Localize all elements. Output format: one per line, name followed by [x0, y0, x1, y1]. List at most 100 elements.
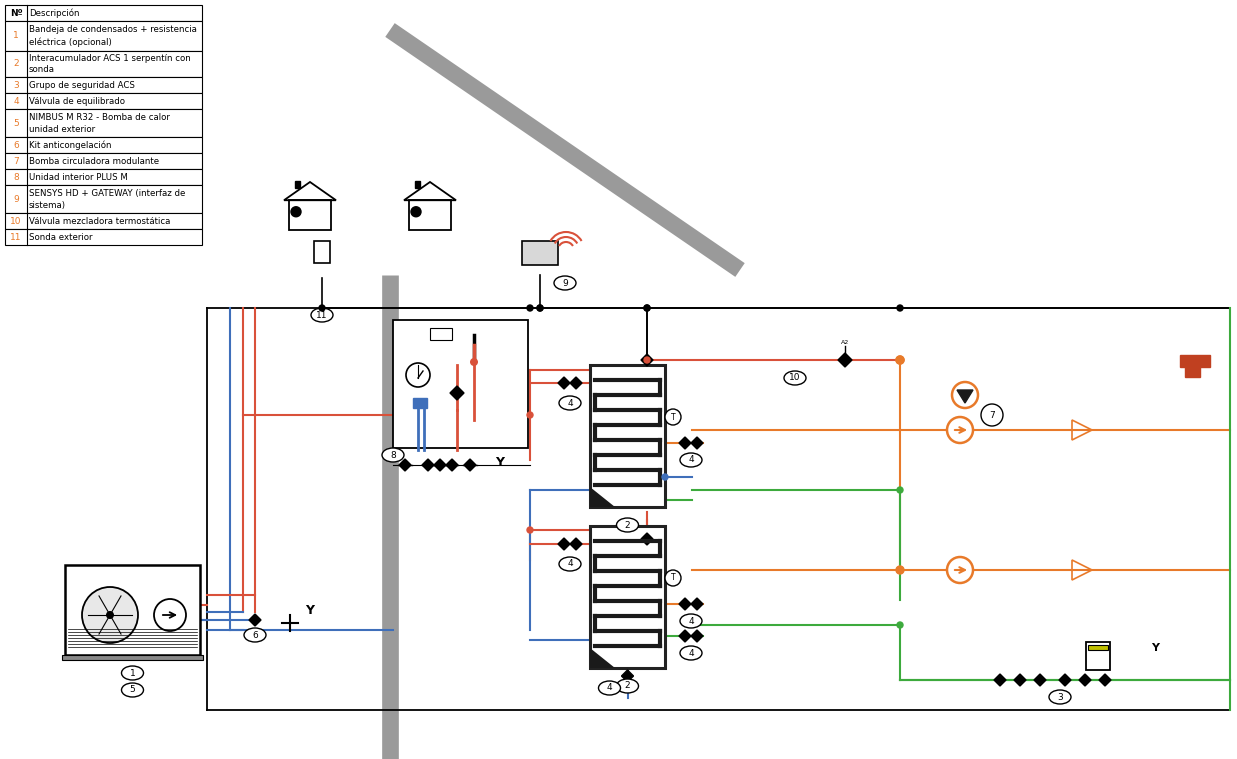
Bar [409, 200, 452, 230]
Text: 3: 3 [14, 80, 19, 90]
Polygon shape [1180, 355, 1210, 377]
Circle shape [666, 570, 682, 586]
Bar [5, 5, 202, 21]
Text: Interacumulador ACS 1 serpentín con: Interacumulador ACS 1 serpentín con [28, 55, 190, 63]
Text: 4: 4 [688, 616, 694, 625]
Circle shape [537, 305, 543, 311]
Polygon shape [691, 437, 703, 449]
Ellipse shape [599, 681, 621, 695]
Text: Sonda exterior: Sonda exterior [28, 232, 93, 241]
Bar [5, 213, 202, 229]
Bar [414, 181, 421, 187]
Text: 11: 11 [10, 232, 22, 241]
Text: Nº: Nº [10, 8, 22, 17]
Bar [1089, 645, 1108, 650]
Bar [5, 109, 202, 137]
Ellipse shape [616, 518, 638, 532]
Polygon shape [621, 670, 633, 682]
Circle shape [952, 382, 978, 408]
Circle shape [153, 599, 186, 631]
Text: Descripción: Descripción [28, 8, 79, 17]
Polygon shape [570, 538, 581, 550]
Text: 7: 7 [14, 156, 19, 165]
Bar [5, 51, 202, 77]
Text: 2: 2 [625, 682, 631, 691]
Circle shape [981, 404, 1003, 426]
Text: 7: 7 [990, 411, 995, 420]
Text: Y: Y [306, 603, 314, 616]
Ellipse shape [784, 371, 807, 385]
Text: Grupo de seguridad ACS: Grupo de seguridad ACS [28, 80, 135, 90]
Polygon shape [558, 377, 570, 389]
Circle shape [527, 527, 533, 533]
Circle shape [82, 587, 139, 643]
Circle shape [411, 206, 421, 217]
Text: 6: 6 [252, 631, 257, 640]
Text: SENSYS HD + GATEWAY (interfaz de: SENSYS HD + GATEWAY (interfaz de [28, 189, 186, 198]
Text: sonda: sonda [28, 65, 54, 74]
Text: unidad exterior: unidad exterior [28, 124, 95, 134]
Text: 8: 8 [390, 451, 396, 459]
Text: 1: 1 [130, 669, 135, 678]
Bar [289, 200, 332, 230]
Polygon shape [590, 487, 615, 507]
Text: 10: 10 [10, 216, 22, 225]
Circle shape [896, 356, 904, 364]
Bar [5, 93, 202, 109]
Circle shape [644, 357, 649, 363]
Text: 2: 2 [625, 521, 631, 530]
Text: Válvula mezcladora termostática: Válvula mezcladora termostática [28, 216, 171, 225]
Ellipse shape [382, 448, 404, 462]
Text: 8: 8 [14, 172, 19, 181]
Ellipse shape [1049, 690, 1071, 704]
Ellipse shape [559, 396, 581, 410]
Polygon shape [447, 459, 458, 471]
Text: Bandeja de condensados + resistencia: Bandeja de condensados + resistencia [28, 26, 197, 34]
Ellipse shape [554, 276, 576, 290]
Text: Y: Y [1150, 643, 1159, 653]
Ellipse shape [559, 557, 581, 571]
Text: Y: Y [495, 455, 503, 468]
Bar [5, 137, 202, 153]
Polygon shape [249, 614, 261, 626]
Text: 5: 5 [130, 685, 135, 694]
Bar [5, 169, 202, 185]
Polygon shape [679, 598, 691, 610]
Text: T: T [670, 574, 675, 582]
Bar [66, 565, 200, 655]
Polygon shape [422, 459, 434, 471]
Circle shape [537, 305, 543, 311]
Bar [393, 320, 528, 448]
Circle shape [106, 611, 114, 619]
Polygon shape [1079, 674, 1091, 686]
Bar [314, 241, 330, 263]
Text: sistema): sistema) [28, 200, 66, 209]
Text: NIMBUS M R32 - Bomba de calor: NIMBUS M R32 - Bomba de calor [28, 113, 169, 122]
Text: Kit anticongelación: Kit anticongelación [28, 140, 111, 150]
Polygon shape [641, 533, 653, 545]
Bar [590, 526, 666, 668]
Polygon shape [679, 437, 691, 449]
Circle shape [897, 305, 903, 311]
Polygon shape [570, 377, 581, 389]
Text: 9: 9 [14, 194, 19, 203]
Text: Unidad interior PLUS M: Unidad interior PLUS M [28, 172, 127, 181]
Circle shape [406, 363, 430, 387]
Polygon shape [434, 459, 447, 471]
Text: Válvula de equilibrado: Válvula de equilibrado [28, 96, 125, 106]
Circle shape [644, 305, 649, 311]
Ellipse shape [680, 614, 703, 628]
Polygon shape [464, 459, 476, 471]
Ellipse shape [121, 683, 143, 697]
Text: 1: 1 [14, 32, 19, 40]
Polygon shape [1034, 674, 1047, 686]
Text: 4: 4 [688, 648, 694, 657]
Circle shape [948, 557, 974, 583]
Bar [430, 328, 452, 340]
Bar [5, 185, 202, 213]
Bar [522, 241, 558, 265]
Text: 3: 3 [1058, 692, 1063, 701]
Polygon shape [995, 674, 1006, 686]
Bar [5, 77, 202, 93]
Polygon shape [641, 354, 653, 366]
